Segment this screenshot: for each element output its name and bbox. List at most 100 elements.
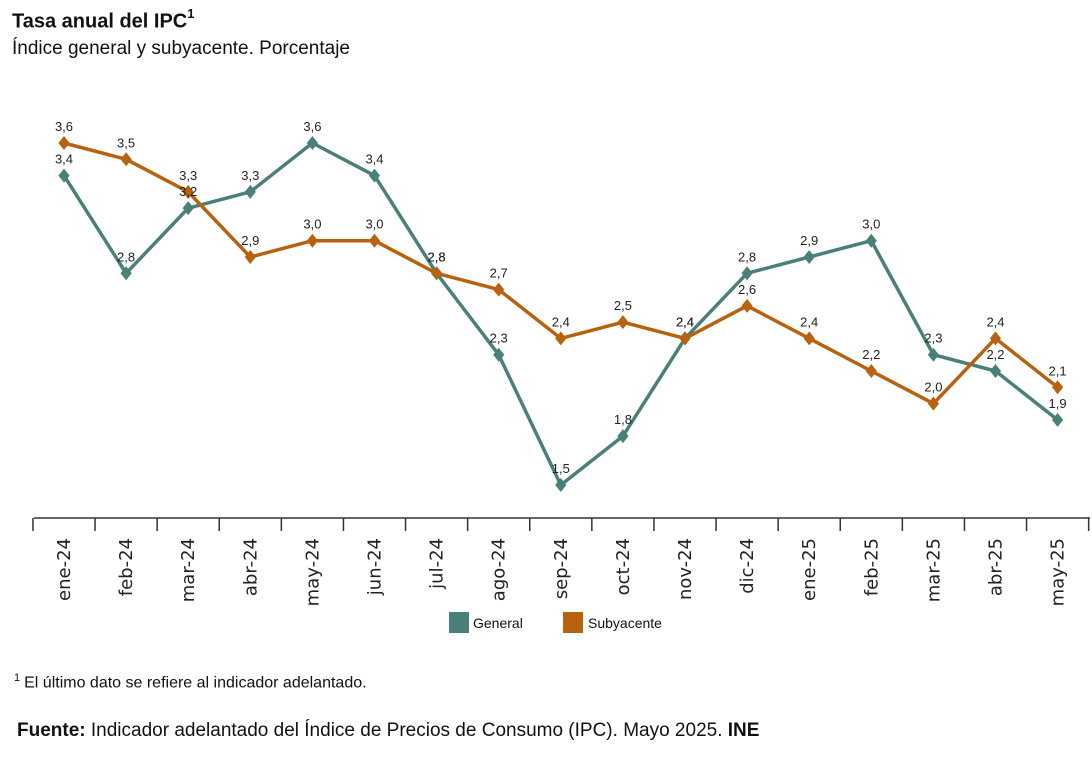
x-tick-label: nov-24: [675, 538, 696, 600]
data-point-subyacente: [741, 298, 753, 313]
chart-title: Tasa anual del IPC1: [12, 6, 195, 34]
data-label-general: 3,4: [365, 152, 383, 167]
data-point-subyacente: [555, 331, 567, 346]
data-label-subyacente: 2,9: [241, 233, 259, 248]
x-tick-label: feb-24: [116, 538, 137, 596]
data-point-general: [120, 266, 132, 281]
data-point-subyacente: [865, 364, 877, 378]
x-tick-label: oct-24: [613, 538, 634, 595]
data-point-general: [182, 201, 194, 216]
data-label-subyacente: 3,0: [303, 217, 321, 232]
data-point-general: [555, 478, 567, 492]
data-label-subyacente: 2,0: [924, 380, 942, 395]
x-tick-label: may-25: [1048, 538, 1069, 606]
legend: General Subyacente: [449, 612, 662, 633]
data-point-subyacente: [803, 331, 815, 346]
data-label-subyacente: 3,3: [179, 168, 197, 183]
data-point-subyacente: [58, 136, 70, 150]
data-point-general: [865, 233, 877, 248]
data-label-general: 3,0: [862, 217, 880, 232]
footnote-text: El último dato se refiere al indicador a…: [24, 674, 367, 692]
legend-swatch-subyacente: [563, 612, 583, 633]
x-tick-label: feb-25: [861, 538, 882, 596]
data-point-general: [927, 347, 939, 362]
x-tick-label: mar-25: [923, 538, 944, 602]
data-label-general: 2,4: [676, 314, 694, 329]
data-label-general: 2,3: [924, 331, 942, 346]
data-label-subyacente: 3,5: [117, 135, 135, 150]
data-label-general: 2,8: [738, 249, 756, 264]
series-line-subyacente: [63, 141, 1059, 406]
data-label-general: 3,4: [55, 152, 73, 167]
chart-subtitle: Índice general y subyacente. Porcentaje: [12, 38, 350, 59]
data-point-general: [493, 347, 505, 362]
data-label-subyacente: 2,7: [490, 266, 508, 281]
chart-title-footnote-marker: 1: [187, 6, 195, 21]
data-point-general: [617, 429, 629, 444]
data-point-general: [244, 184, 256, 199]
data-point-general: [803, 250, 815, 264]
data-label-general: 2,8: [428, 249, 446, 264]
data-label-general: 1,9: [1049, 396, 1067, 411]
data-point-subyacente: [493, 282, 505, 297]
data-label-general: 1,5: [552, 461, 570, 476]
data-point-subyacente: [368, 233, 381, 248]
data-point-subyacente: [431, 266, 443, 281]
data-label-subyacente: 3,0: [365, 217, 383, 232]
data-label-general: 1,8: [614, 412, 632, 427]
line-chart: ene-24 feb-24 mar-24 abr-24 may-24 jun-24 jul-…: [32, 119, 1090, 633]
footnote: 1 El último dato se refiere al indicador …: [14, 672, 367, 692]
source-org: INE: [727, 720, 760, 741]
data-label-subyacente: 2,2: [862, 347, 880, 362]
data-point-subyacente: [306, 233, 318, 248]
data-label-subyacente: 2,4: [552, 314, 570, 329]
x-tick-label: may-24: [302, 538, 323, 606]
x-tick-label: jun-24: [365, 538, 386, 596]
data-point-subyacente: [927, 396, 939, 411]
x-tick-label: mar-24: [178, 538, 199, 602]
x-tick-label: abr-25: [986, 538, 1007, 596]
legend-label-general: General: [473, 615, 523, 631]
data-point-subyacente: [244, 250, 256, 264]
legend-swatch-general: [449, 612, 469, 633]
x-tick-label: abr-24: [240, 538, 261, 596]
x-tick-label: sep-24: [551, 538, 572, 599]
data-label-general: 2,9: [800, 233, 818, 248]
data-point-general: [306, 136, 318, 150]
data-point-subyacente: [182, 184, 194, 199]
chart-title-text: Tasa anual del IPC: [12, 10, 188, 33]
data-point-subyacente: [679, 331, 691, 346]
data-point-subyacente: [120, 152, 132, 167]
data-label-general: 3,6: [303, 119, 321, 134]
x-tick-label: jul-24: [427, 538, 448, 590]
data-label-general: 2,3: [490, 331, 508, 346]
data-point-subyacente: [1052, 380, 1064, 395]
data-label-general: 2,2: [986, 347, 1004, 362]
data-label-subyacente: 2,4: [800, 314, 818, 329]
x-axis-ticks: ene-24 feb-24 mar-24 abr-24 may-24 jun-24 jul-…: [32, 518, 1090, 606]
data-label-subyacente: 2,6: [738, 282, 756, 297]
series-layer: 3,42,83,23,33,63,42,82,31,51,82,42,82,93…: [55, 119, 1067, 492]
x-tick-label: dic-24: [737, 538, 758, 594]
data-label-general: 3,3: [241, 168, 259, 183]
x-axis: ene-24 feb-24 mar-24 abr-24 may-24 jun-24 jul-…: [32, 517, 1090, 606]
x-tick-label: ene-24: [54, 538, 75, 601]
data-point-general: [1052, 412, 1064, 427]
data-label-subyacente: 2,5: [614, 298, 632, 313]
data-point-subyacente: [989, 331, 1002, 346]
footnote-marker: 1: [14, 672, 21, 684]
data-label-subyacente: 2,1: [1049, 363, 1067, 378]
data-point-general: [368, 168, 381, 183]
data-label-general: 3,2: [179, 184, 197, 199]
data-point-subyacente: [617, 315, 629, 330]
data-point-general: [58, 168, 70, 183]
data-label-subyacente: 3,6: [55, 119, 73, 134]
data-label-general: 2,8: [117, 249, 135, 264]
source-text: Indicador adelantado del Índice de Preci…: [90, 720, 723, 741]
data-point-general: [989, 364, 1002, 378]
x-tick-label: ene-25: [799, 538, 820, 601]
x-tick-label: ago-24: [489, 538, 510, 601]
source-label: Fuente:: [17, 720, 86, 741]
data-label-subyacente: 2,4: [986, 314, 1004, 329]
data-label-subyacente: 2,8: [428, 249, 446, 264]
